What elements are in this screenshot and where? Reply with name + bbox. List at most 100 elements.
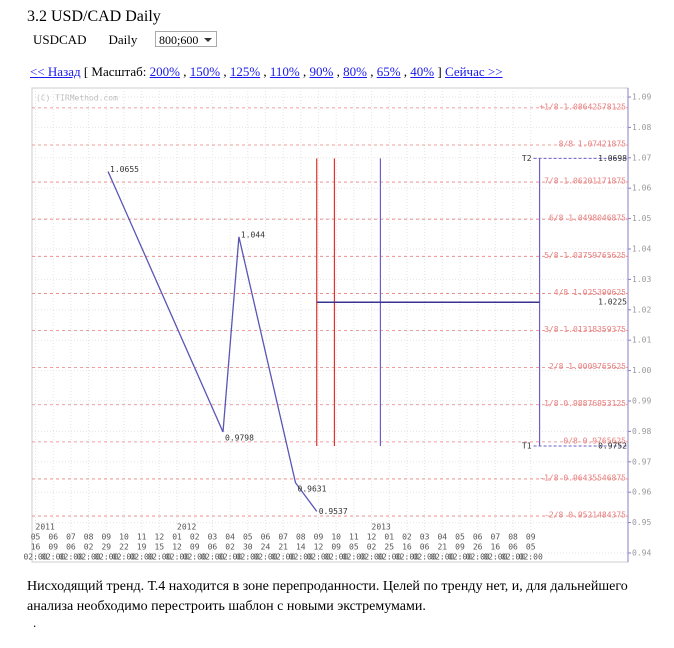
x-month-label: 11 [137, 533, 147, 542]
x-year-label: 2012 [177, 523, 196, 532]
x-month-label: 08 [296, 533, 306, 542]
x-day-label: 09 [190, 543, 200, 552]
x-month-label: 03 [420, 533, 430, 542]
x-time-label: 02:00 [342, 553, 366, 562]
x-month-label: 03 [208, 533, 218, 542]
x-time-label: 02:00 [41, 553, 65, 562]
now-link[interactable]: Сейчас >> [444, 64, 503, 79]
x-time-label: 02:00 [395, 553, 419, 562]
y-tick-label: 1.09 [632, 93, 651, 102]
y-tick-label: 1.06 [632, 184, 651, 193]
x-day-label: 19 [137, 543, 147, 552]
x-month-label: 11 [349, 533, 359, 542]
murrey-label: 6/8 1.0498046875 [549, 214, 626, 223]
x-day-label: 15 [155, 543, 165, 552]
y-tick-label: 0.94 [632, 549, 651, 558]
x-day-label: 22 [119, 543, 129, 552]
x-time-label: 02:00 [324, 553, 348, 562]
y-tick-label: 0.97 [632, 457, 651, 466]
murrey-label: 3/8 1.01318359375 [544, 325, 626, 334]
murrey-label: -2/8 0.9521484375 [544, 511, 626, 520]
x-time-label: 02:00 [466, 553, 490, 562]
x-day-label: 16 [31, 543, 41, 552]
x-day-label: 12 [314, 543, 324, 552]
x-month-label: 09 [526, 533, 536, 542]
x-month-label: 06 [261, 533, 271, 542]
x-month-label: 08 [508, 533, 518, 542]
y-tick-label: 1.01 [632, 336, 651, 345]
x-time-label: 02:00 [377, 553, 401, 562]
x-time-label: 02:00 [183, 553, 207, 562]
x-time-label: 02:00 [289, 553, 313, 562]
scale-link[interactable]: 150% [189, 64, 221, 79]
x-time-label: 02:00 [519, 553, 543, 562]
x-day-label: 06 [420, 543, 430, 552]
scale-link[interactable]: 65% [376, 64, 401, 79]
x-month-label: 04 [437, 533, 447, 542]
x-time-label: 02:00 [483, 553, 507, 562]
x-year-label: 2011 [36, 523, 55, 532]
x-month-label: 10 [331, 533, 341, 542]
x-time-label: 02:00 [236, 553, 260, 562]
x-time-label: 02:00 [23, 553, 47, 562]
y-tick-label: 0.98 [632, 427, 651, 436]
x-month-label: 09 [314, 533, 324, 542]
murrey-label: 8/8 1.07421875 [559, 139, 627, 148]
x-time-label: 02:00 [77, 553, 101, 562]
x-time-label: 02:00 [306, 553, 330, 562]
x-month-label: 04 [225, 533, 235, 542]
x-day-label: 14 [296, 543, 306, 552]
target-label: T1 [522, 441, 532, 450]
x-month-label: 05 [455, 533, 465, 542]
x-time-label: 02:00 [271, 553, 295, 562]
target-value: 1.0698 [598, 154, 627, 163]
back-link[interactable]: << Назад [30, 64, 81, 79]
x-time-label: 02:00 [165, 553, 189, 562]
x-month-label: 01 [384, 533, 394, 542]
target-label: T2 [522, 154, 532, 163]
symbol: USDCAD [33, 32, 87, 47]
x-month-label: 12 [155, 533, 165, 542]
y-tick-label: 1.03 [632, 275, 651, 284]
y-tick-label: 1.02 [632, 305, 651, 314]
scale-link[interactable]: 200% [149, 64, 180, 79]
murrey-label: -1/8 0.96435546875 [539, 473, 626, 482]
x-day-label: 26 [473, 543, 483, 552]
x-month-label: 07 [278, 533, 288, 542]
page-title: 3.2 USD/CAD Daily [27, 8, 161, 25]
extremum-label: 1.0655 [110, 165, 139, 174]
scale-link[interactable]: 90% [309, 64, 334, 79]
x-day-label: 29 [101, 543, 111, 552]
y-tick-label: 0.99 [632, 397, 651, 406]
x-month-label: 06 [473, 533, 483, 542]
extremum-label: 0.9631 [298, 484, 327, 493]
x-time-label: 02:00 [360, 553, 384, 562]
watermark: (C) TIRMethod.com [36, 94, 118, 103]
scale-link[interactable]: 125% [229, 64, 261, 79]
x-month-label: 10 [119, 533, 129, 542]
x-day-label: 06 [508, 543, 518, 552]
x-day-label: 21 [437, 543, 447, 552]
scale-link[interactable]: 80% [343, 64, 367, 79]
x-day-label: 02 [84, 543, 94, 552]
x-day-label: 16 [402, 543, 412, 552]
scale-link[interactable]: 110% [269, 64, 300, 79]
x-day-label: 06 [208, 543, 218, 552]
extremum-label: 0.9537 [319, 507, 348, 516]
murrey-label: 5/8 1.03759765625 [544, 251, 626, 260]
extremum-label: 1.044 [241, 230, 265, 239]
scale-label: [ Масштаб: [83, 64, 147, 79]
x-day-label: 16 [491, 543, 501, 552]
dot: . [33, 615, 37, 630]
size-select[interactable]: 800;600 [155, 31, 217, 47]
trend-line [107, 171, 318, 512]
x-month-label: 07 [66, 533, 76, 542]
x-month-label: 02 [402, 533, 412, 542]
period: Daily [108, 32, 138, 47]
x-time-label: 02:00 [130, 553, 154, 562]
murrey-label: 1/8 0.98876953125 [544, 399, 626, 408]
x-time-label: 02:00 [147, 553, 171, 562]
scale-link[interactable]: 40% [410, 64, 435, 79]
plot-frame [31, 87, 629, 563]
